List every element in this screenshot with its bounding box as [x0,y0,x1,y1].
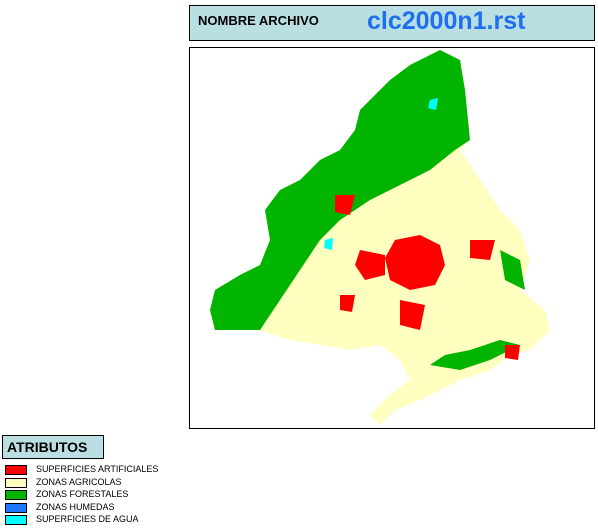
legend-label: ZONAS HUMEDAS [36,501,115,512]
land-urban [340,295,355,312]
legend-swatch [5,515,27,525]
legend-swatch [5,477,27,488]
file-label: NOMBRE ARCHIVO [198,13,319,28]
file-name: clc2000n1.rst [367,7,526,35]
legend-label: ZONAS AGRICOLAS [36,476,122,487]
legend-swatch [5,502,27,513]
map [210,50,550,425]
water [324,238,333,250]
legend-label: ZONAS FORESTALES [36,489,129,499]
legend-title: ATRIBUTOS [2,435,104,459]
land-agricultural [210,50,550,425]
land-urban [470,240,495,260]
land-forest [430,340,520,370]
file-header: NOMBRE ARCHIVO clc2000n1.rst [189,5,595,41]
legend-label: SUPERFICIES ARTIFICIALES [36,464,159,474]
legend-label: SUPERFICIES DE AGUA [36,514,139,524]
legend-swatch [5,490,27,500]
land-urban [355,250,385,280]
land-urban [400,300,425,330]
land-urban [385,235,445,290]
water [428,98,438,110]
land-urban [505,345,520,360]
land-forest [210,50,470,330]
map-frame [189,47,595,429]
legend-swatch [5,465,27,475]
land-urban [335,195,355,215]
land-forest [500,250,525,290]
